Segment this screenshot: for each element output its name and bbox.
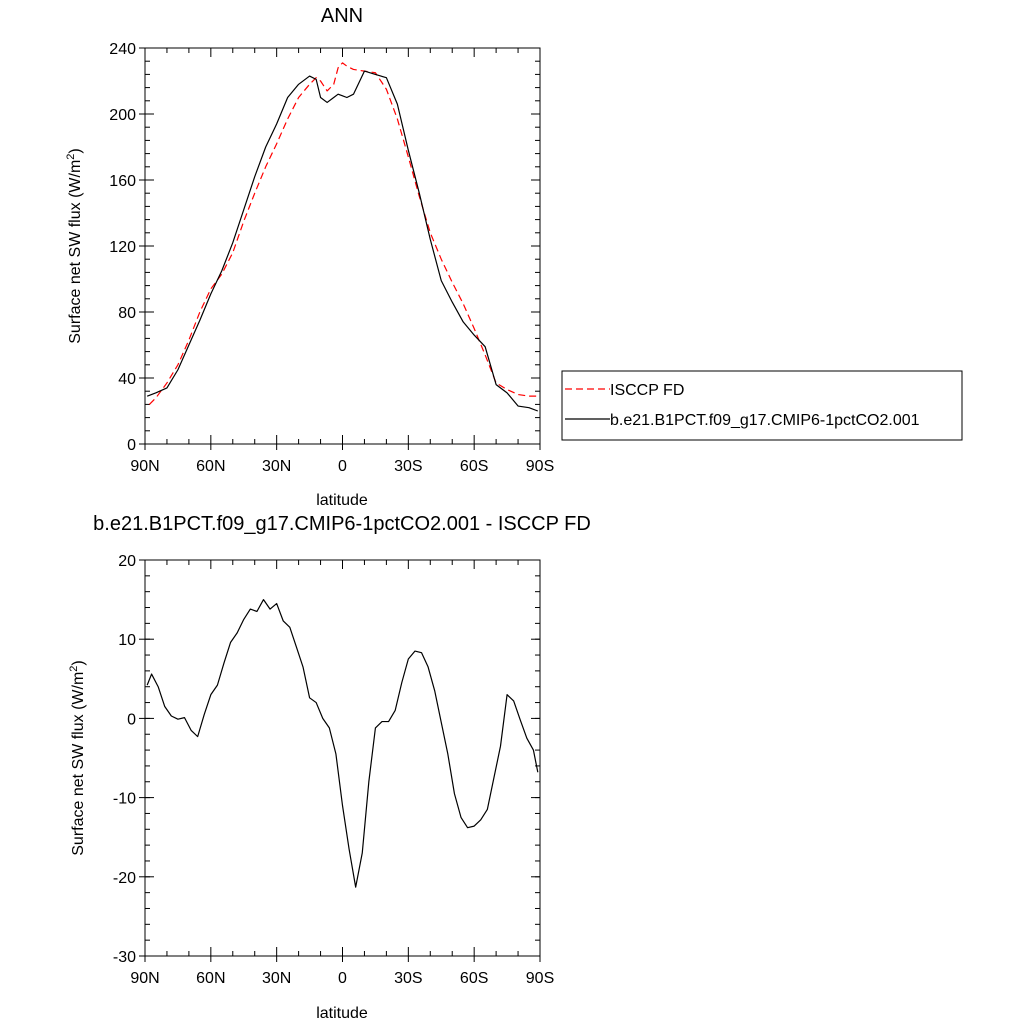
- bottom-y-tick-label: -30: [113, 949, 136, 966]
- top-x-tick-label: 90N: [130, 458, 159, 475]
- bottom-x-tick-label: 90S: [526, 970, 554, 987]
- bottom-plot-frame: [144, 559, 541, 957]
- top-series-lines: [146, 62, 539, 412]
- bottom-y-tick-label: 20: [118, 553, 136, 570]
- bottom-panel: b.e21.B1PCT.f09_g17.CMIP6-1pctCO2.001 - …: [68, 513, 591, 1022]
- bottom-series-lines: [146, 598, 539, 888]
- top-y-tick-label: 120: [109, 239, 136, 256]
- top-x-tick-label: 60S: [460, 458, 488, 475]
- top-y-tick-label: 80: [118, 305, 136, 322]
- bottom-chart-title: b.e21.B1PCT.f09_g17.CMIP6-1pctCO2.001 - …: [93, 513, 591, 535]
- top-y-axis-label: Surface net SW flux (W/m2): [65, 148, 84, 344]
- top-y-tick-label: 0: [127, 437, 136, 454]
- top-x-tick-label: 0: [338, 458, 347, 475]
- bottom-x-tick-label: 60N: [196, 970, 225, 987]
- legend-label-model: b.e21.B1PCT.f09_g17.CMIP6-1pctCO2.001: [610, 412, 920, 429]
- bottom-x-tick-label: 0: [338, 970, 347, 987]
- legend-box: [561, 370, 963, 441]
- bottom-y-tick-label: -20: [113, 870, 136, 887]
- top-axis-ticks: 90N 60N 30N 0 30S 60S 90S 0 40 80 120 160 200 240: [109, 41, 554, 475]
- bottom-x-tick-label: 90N: [130, 970, 159, 987]
- top-y-tick-label: 160: [109, 173, 136, 190]
- legend-label-isccp: ISCCP FD: [610, 382, 684, 399]
- bottom-x-tick-label: 60S: [460, 970, 488, 987]
- bottom-y-tick-label: 10: [118, 632, 136, 649]
- isccp-fd-line: [148, 62, 538, 405]
- bottom-x-tick-label: 30N: [262, 970, 291, 987]
- bottom-y-tick-label: 0: [127, 711, 136, 728]
- top-x-tick-label: 30S: [394, 458, 422, 475]
- top-y-tick-label: 240: [109, 41, 136, 58]
- top-panel: ANN 90N 60N 30N 0 30S 60S 90S 0 40 80 120 160 200 240…: [65, 5, 554, 509]
- bottom-x-tick-label: 30S: [394, 970, 422, 987]
- top-x-tick-label: 30N: [262, 458, 291, 475]
- top-x-axis-label: latitude: [316, 492, 368, 509]
- bottom-y-tick-label: -10: [113, 791, 136, 808]
- difference-line: [146, 598, 539, 888]
- top-plot-frame: [144, 47, 541, 445]
- top-chart-title: ANN: [321, 5, 363, 27]
- bottom-x-axis-label: latitude: [316, 1005, 368, 1022]
- top-y-tick-label: 40: [118, 371, 136, 388]
- bottom-y-axis-label: Surface net SW flux (W/m2): [68, 660, 87, 856]
- legend: ISCCP FD b.e21.B1PCT.f09_g17.CMIP6-1pctC…: [561, 370, 963, 441]
- model-line: [146, 70, 539, 412]
- top-y-tick-label: 200: [109, 107, 136, 124]
- top-x-tick-label: 90S: [526, 458, 554, 475]
- top-x-tick-label: 60N: [196, 458, 225, 475]
- bottom-axis-ticks: 90N 60N 30N 0 30S 60S 90S -30 -20 -10 0 10 20: [113, 553, 554, 987]
